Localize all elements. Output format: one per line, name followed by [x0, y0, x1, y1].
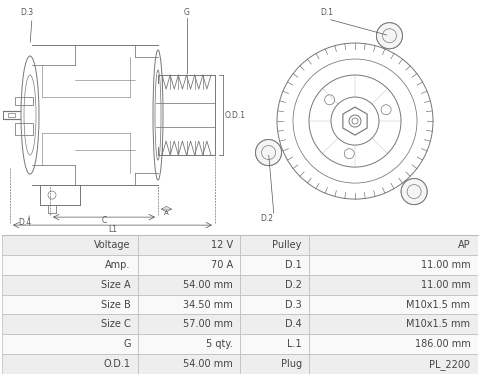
Bar [309, 354, 478, 374]
Bar [309, 314, 478, 334]
Text: O.D.1: O.D.1 [104, 359, 131, 369]
Bar [240, 354, 309, 374]
Text: 12 V: 12 V [211, 240, 233, 250]
Bar [138, 275, 240, 295]
Text: 11.00 mm: 11.00 mm [421, 280, 470, 290]
Bar [2, 354, 138, 374]
Text: M10x1.5 mm: M10x1.5 mm [407, 320, 470, 329]
Text: Plug: Plug [281, 359, 302, 369]
Text: 57.00 mm: 57.00 mm [183, 320, 233, 329]
Bar [138, 235, 240, 255]
Text: D.4: D.4 [285, 320, 302, 329]
Bar [2, 314, 138, 334]
Bar [2, 235, 138, 255]
Bar [240, 295, 309, 314]
Text: D.1: D.1 [285, 260, 302, 270]
Text: D.1: D.1 [320, 8, 333, 17]
Text: D.3: D.3 [285, 300, 302, 309]
Text: M10x1.5 mm: M10x1.5 mm [407, 300, 470, 309]
Bar [2, 334, 138, 354]
Text: G: G [123, 339, 131, 349]
Text: Size A: Size A [101, 280, 131, 290]
Text: AP: AP [458, 240, 470, 250]
Text: Voltage: Voltage [94, 240, 131, 250]
Text: 5 qty.: 5 qty. [206, 339, 233, 349]
Text: 34.50 mm: 34.50 mm [183, 300, 233, 309]
Text: A: A [164, 210, 169, 216]
Text: 54.00 mm: 54.00 mm [183, 359, 233, 369]
Bar [15, 97, 33, 105]
Bar [15, 123, 33, 135]
Bar [138, 334, 240, 354]
Bar [240, 314, 309, 334]
Text: 186.00 mm: 186.00 mm [415, 339, 470, 349]
Bar [138, 314, 240, 334]
Circle shape [255, 139, 282, 165]
Bar [309, 334, 478, 354]
Bar [309, 295, 478, 314]
Text: L.1: L.1 [287, 339, 302, 349]
Bar [2, 295, 138, 314]
Text: 11.00 mm: 11.00 mm [421, 260, 470, 270]
Text: 54.00 mm: 54.00 mm [183, 280, 233, 290]
Bar [240, 235, 309, 255]
Text: Size C: Size C [101, 320, 131, 329]
Bar [309, 275, 478, 295]
Text: L1: L1 [108, 225, 117, 234]
Text: D.3: D.3 [20, 8, 33, 17]
Text: Size B: Size B [101, 300, 131, 309]
Text: Pulley: Pulley [273, 240, 302, 250]
Circle shape [401, 179, 427, 205]
Circle shape [376, 23, 402, 49]
Text: G: G [183, 8, 190, 17]
Text: 70 A: 70 A [211, 260, 233, 270]
Text: O.D.1: O.D.1 [225, 111, 246, 120]
Bar [2, 255, 138, 275]
Text: D.2: D.2 [285, 280, 302, 290]
Text: Amp.: Amp. [105, 260, 131, 270]
Bar [2, 275, 138, 295]
Bar [138, 255, 240, 275]
Text: C: C [101, 216, 107, 225]
Bar [309, 235, 478, 255]
Bar [138, 295, 240, 314]
Text: PL_2200: PL_2200 [429, 359, 470, 370]
Text: D.4: D.4 [18, 218, 31, 227]
Bar [240, 334, 309, 354]
Text: D.2: D.2 [260, 214, 273, 223]
Bar [8, 113, 15, 117]
Bar [309, 255, 478, 275]
Bar [240, 255, 309, 275]
Bar [138, 354, 240, 374]
Bar [240, 275, 309, 295]
